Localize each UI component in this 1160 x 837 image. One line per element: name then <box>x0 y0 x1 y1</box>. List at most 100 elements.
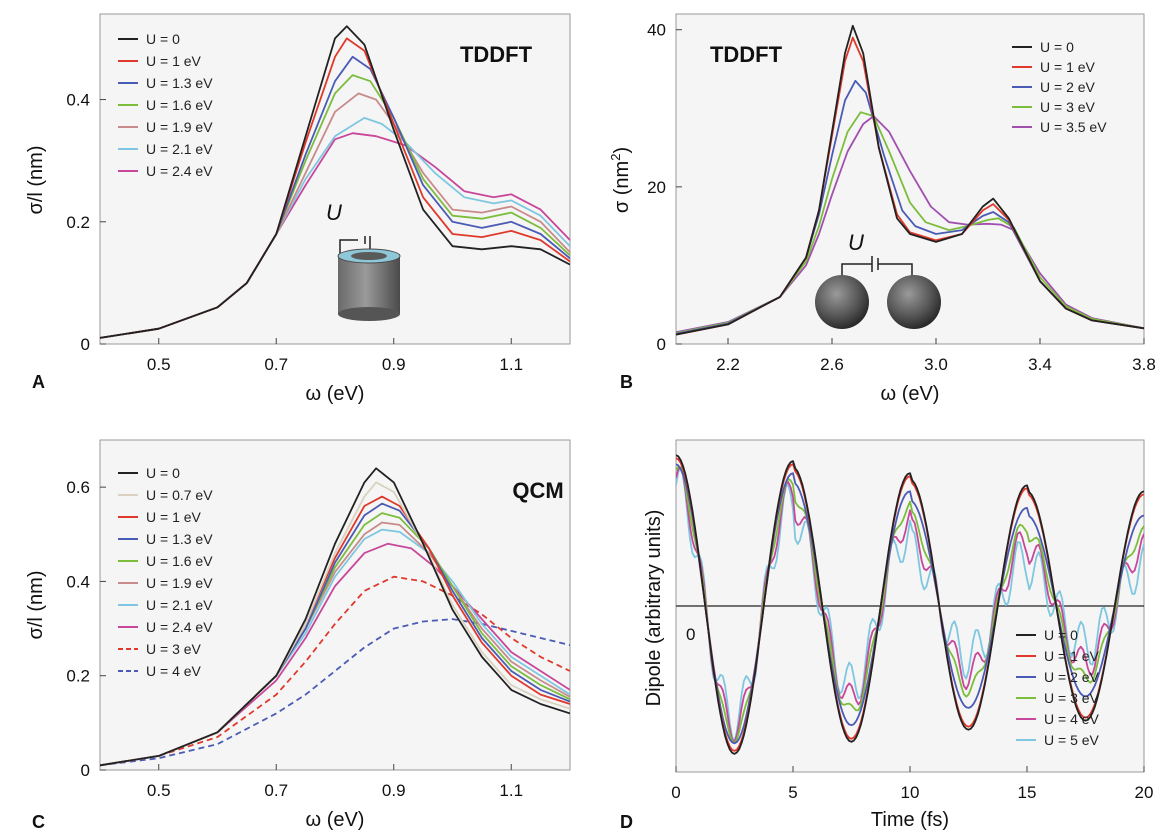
panel-d-letter: D <box>620 812 633 832</box>
panel-c-x-axis-label: ω (eV) <box>306 809 365 831</box>
panel-b-series <box>676 24 1144 336</box>
panel-a: 0.5 0.7 0.9 1.1 0 0.2 0.4 U = 0 U = 1 eV U = 1.3… <box>25 13 571 405</box>
x-tick-label: 3.8 <box>1132 355 1156 374</box>
legend-label: U = 1.9 eV <box>146 119 213 135</box>
x-tick-label: 0.9 <box>382 781 406 800</box>
x-tick-label: 2.6 <box>820 355 844 374</box>
legend-label: U = 3 eV <box>1040 99 1096 115</box>
panel-b-x-axis-label: ω (eV) <box>881 383 940 405</box>
x-tick-label: 0.9 <box>382 355 406 374</box>
panel-a-x-axis-label: ω (eV) <box>306 383 365 405</box>
x-tick-label: 20 <box>1135 783 1154 802</box>
legend-label: U = 2.1 eV <box>146 597 213 613</box>
legend-label: U = 0 <box>146 31 180 47</box>
legend-label: U = 2.1 eV <box>146 141 213 157</box>
legend-label: U = 3 eV <box>1044 690 1100 706</box>
legend-label: U = 4 eV <box>1044 711 1100 727</box>
y-tick-label: 0.4 <box>66 91 90 110</box>
panel-d-series-line <box>676 454 1144 755</box>
legend-label: U = 0 <box>1040 39 1074 55</box>
y-tick-label: 20 <box>647 178 666 197</box>
legend-label: U = 5 eV <box>1044 732 1100 748</box>
x-tick-label: 3.0 <box>924 355 948 374</box>
y-tick-label: 0.2 <box>66 213 90 232</box>
y-tick-label: 0.2 <box>66 667 90 686</box>
panel-a-series <box>100 25 570 339</box>
x-tick-label: 10 <box>901 783 920 802</box>
panel-b-series-line <box>676 111 1144 334</box>
panel-d-series <box>676 454 1144 755</box>
y-tick-label: 0 <box>81 761 90 780</box>
panel-c-legend: U = 0 U = 0.7 eV U = 1 eV U = 1.3 eV U = 1.6… <box>118 465 213 679</box>
panel-c: 0.5 0.7 0.9 1.100.20.40.6 U = 0U = 0.7 eVU … <box>25 439 571 832</box>
panel-c-series-line <box>100 575 570 767</box>
panel-a-legend: U = 0 U = 1 eV U = 1.3 eV U = 1.6 eV U = 1.9… <box>118 31 213 179</box>
panel-a-y-axis-label: σ/l (nm) <box>25 145 47 214</box>
panel-d-zero-label: 0 <box>686 625 695 644</box>
x-tick-label: 5 <box>788 783 797 802</box>
legend-label: U = 2 eV <box>1040 79 1096 95</box>
panel-d: 0 5 10 15 20 U = 0U = 1 eVU = 2 eVU = 3 eVU … <box>620 439 1153 832</box>
panel-a-u-label: U <box>326 200 342 225</box>
legend-label: U = 1.3 eV <box>146 531 213 547</box>
y-tick-label: 40 <box>647 21 666 40</box>
y-tick-label: 0.6 <box>66 478 90 497</box>
panel-b-series-line <box>676 24 1144 336</box>
x-tick-label: 1.1 <box>499 781 523 800</box>
panel-a-series-line <box>100 25 570 339</box>
panel-a-ticks: 0.5 0.7 0.9 1.1 0 0.2 0.4 <box>66 91 523 374</box>
legend-label: U = 2.4 eV <box>146 619 213 635</box>
panel-d-legend: U = 0 U = 1 eV U = 2 eV U = 3 eV U = 4 eV U =… <box>1016 627 1100 748</box>
cylinder-nanowire-inset: U <box>326 200 401 321</box>
panel-a-title: TDDFT <box>460 42 533 67</box>
legend-label: U = 1 eV <box>146 53 202 69</box>
panel-c-series-line <box>100 542 570 767</box>
panel-d-y-axis-label: Dipole (arbitrary units) <box>643 510 665 707</box>
x-tick-label: 15 <box>1018 783 1037 802</box>
x-tick-label: 3.4 <box>1028 355 1052 374</box>
legend-label: U = 4 eV <box>146 663 202 679</box>
legend-label: U = 0.7 eV <box>146 487 213 503</box>
legend-label: U = 0 <box>1044 627 1078 643</box>
legend-label: U = 1.9 eV <box>146 575 213 591</box>
panel-b-title: TDDFT <box>710 42 783 67</box>
panel-c-series-line <box>100 467 570 767</box>
legend-label: U = 1 eV <box>1044 648 1100 664</box>
x-tick-label: 0.7 <box>264 355 288 374</box>
legend-label: U = 1.6 eV <box>146 553 213 569</box>
panel-a-letter: A <box>32 372 45 392</box>
x-tick-label: 0.7 <box>264 781 288 800</box>
panel-c-letter: C <box>32 812 45 832</box>
panel-b-u-label: U <box>848 230 864 255</box>
x-tick-label: 0.5 <box>147 781 171 800</box>
y-tick-label: 0.4 <box>66 572 90 591</box>
y-tick-label: 0 <box>81 335 90 354</box>
panel-b-ticks: 2.2 2.6 3.0 3.4 3.8 0 20 40 <box>647 21 1156 374</box>
nanosphere-dimer-inset: U <box>815 230 941 329</box>
x-tick-label: 2.2 <box>716 355 740 374</box>
panel-c-y-axis-label: σ/l (nm) <box>25 570 47 639</box>
panel-c-plot-area <box>99 439 571 771</box>
y-tick-label: 0 <box>657 335 666 354</box>
x-tick-label: 0 <box>671 783 680 802</box>
legend-label: U = 0 <box>146 465 180 481</box>
panel-c-series <box>100 467 570 767</box>
legend-label: U = 3.5 eV <box>1040 119 1107 135</box>
legend-label: U = 1.3 eV <box>146 75 213 91</box>
panel-d-ticks: 0 5 10 15 20 <box>671 766 1153 802</box>
panel-c-ticks: 0.5 0.7 0.9 1.1 0 0.2 0.4 0.6 <box>66 478 523 800</box>
legend-label: U = 3 eV <box>146 641 202 657</box>
legend-label: U = 1 eV <box>1040 59 1096 75</box>
panel-b-letter: B <box>620 372 633 392</box>
legend-label: U = 1.6 eV <box>146 97 213 113</box>
panel-d-x-axis-label: Time (fs) <box>871 809 949 831</box>
panel-b: 2.2 2.6 3.0 3.4 3.8 0 20 40 U = 0 U = 1 eV U = 2 … <box>608 13 1156 405</box>
x-tick-label: 0.5 <box>147 355 171 374</box>
legend-label: U = 2 eV <box>1044 669 1100 685</box>
legend-label: U = 2.4 eV <box>146 163 213 179</box>
legend-label: U = 1 eV <box>146 509 202 525</box>
panel-b-y-axis-label: σ (nm2) <box>608 147 633 213</box>
panel-c-series-line <box>100 618 570 767</box>
